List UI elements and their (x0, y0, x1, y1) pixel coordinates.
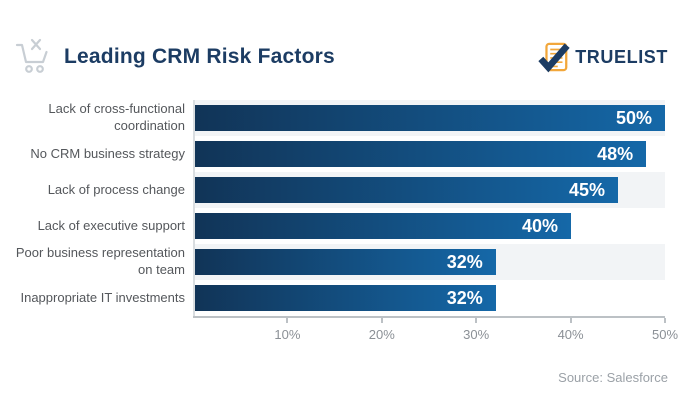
bar-value-label: 40% (521, 215, 558, 236)
bar-row: Lack of executive support 40% (10, 208, 665, 244)
bar-row: Poor business representation on team 32% (10, 244, 665, 280)
bar-track: 48% (193, 136, 665, 172)
category-label: Inappropriate IT investments (20, 289, 185, 305)
header: Leading CRM Risk Factors TRUELIST (0, 0, 700, 78)
checklist-check-icon (538, 40, 570, 74)
bar: 50% (195, 105, 665, 131)
category-label: Lack of cross-functional coordination (48, 101, 185, 133)
bar: 32% (195, 285, 496, 311)
bar-track: 32% (193, 244, 665, 280)
source-note: Source: Salesforce (558, 370, 668, 385)
crossed-cart-icon (14, 36, 52, 78)
bar: 40% (195, 213, 571, 239)
axis-tick-mark (475, 318, 478, 323)
axis-tick-label: 30% (463, 327, 490, 342)
logo-wordmark: TRUELIST (575, 46, 668, 67)
bar-track: 50% (193, 100, 665, 136)
header-left: Leading CRM Risk Factors (14, 36, 335, 78)
bar-row: Lack of cross-functional coordination 50% (10, 100, 665, 136)
bar: 45% (195, 177, 618, 203)
bar-track: 45% (193, 172, 665, 208)
bar-track: 32% (193, 280, 665, 316)
axis-tick-label: 20% (368, 327, 395, 342)
category-label: Lack of executive support (37, 217, 185, 233)
bar-rows: Lack of cross-functional coordination 50%… (10, 100, 665, 316)
category-label: Lack of process change (47, 181, 185, 197)
bar-value-label: 50% (615, 107, 652, 128)
x-axis: 10% 20% 30% 40% 50% (193, 316, 678, 346)
axis-tick-mark (380, 318, 383, 323)
category-label: Poor business representation on team (15, 245, 185, 277)
bar-value-label: 32% (446, 251, 483, 272)
axis-tick-mark (569, 318, 572, 323)
bar-track: 40% (193, 208, 665, 244)
bar-row: Inappropriate IT investments 32% (10, 280, 665, 316)
bar-row: Lack of process change 45% (10, 172, 665, 208)
chart-title: Leading CRM Risk Factors (64, 45, 335, 68)
bar-value-label: 32% (446, 287, 483, 308)
axis-tick-mark (286, 318, 289, 323)
bar-value-label: 45% (568, 179, 605, 200)
truelist-logo: TRUELIST (538, 40, 668, 74)
bar-chart: Lack of cross-functional coordination 50%… (10, 100, 678, 346)
axis-tick-label: 50% (651, 327, 679, 342)
bar: 48% (195, 141, 647, 167)
bar-value-label: 48% (597, 143, 634, 164)
axis-tick-label: 40% (557, 327, 584, 342)
axis-tick-label: 10% (274, 327, 301, 342)
axis-tick-mark (664, 318, 666, 323)
bar-row: No CRM business strategy 48% (10, 136, 665, 172)
category-label: No CRM business strategy (30, 145, 185, 161)
bar: 32% (195, 249, 496, 275)
